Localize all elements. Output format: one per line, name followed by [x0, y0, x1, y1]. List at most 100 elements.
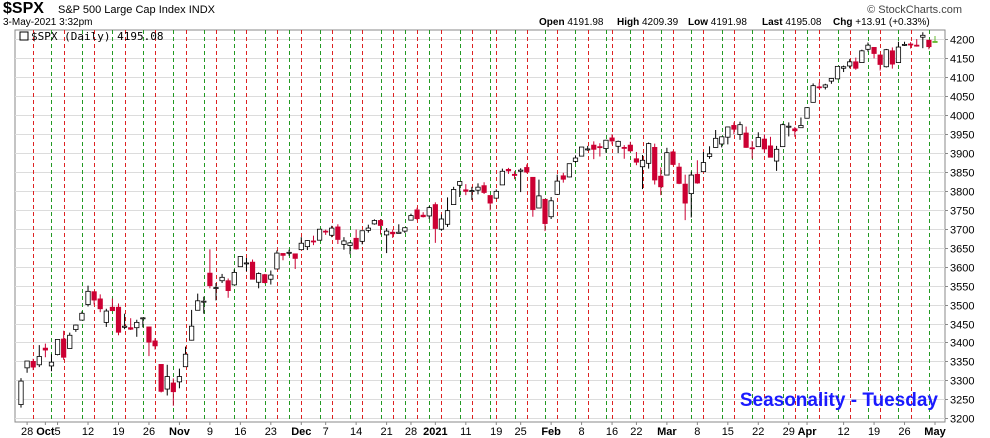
candle-body	[603, 139, 609, 149]
candle-body	[414, 209, 420, 220]
brand-watermark: © StockCharts.com	[867, 4, 962, 16]
candle-body	[164, 376, 170, 390]
candle-body	[30, 361, 36, 368]
timestamp: 3-May-2021 3:32pm	[3, 17, 93, 28]
candle-body	[481, 185, 487, 193]
candle-body	[560, 175, 566, 180]
candle-body	[42, 347, 48, 351]
y-tick-label: 4050	[950, 92, 974, 104]
y-tick-label: 3300	[950, 376, 974, 388]
candle-body	[329, 227, 335, 236]
x-tick-label: Feb	[541, 426, 561, 438]
candle-body	[268, 274, 274, 280]
last-value: 4195.08	[785, 17, 822, 28]
candle-body	[853, 61, 859, 69]
candle-body	[883, 49, 889, 68]
candle-body	[262, 274, 268, 284]
candle-body	[274, 252, 280, 270]
candle-body	[292, 253, 298, 259]
candle-body	[347, 242, 353, 246]
symbol-description: S&P 500 Large Cap Index INDX	[58, 4, 215, 16]
candle-body	[280, 253, 286, 256]
candle-body	[432, 204, 438, 229]
candle-body	[176, 376, 183, 383]
candle-body	[847, 61, 853, 67]
candle-body	[798, 125, 804, 129]
candle-body	[341, 240, 347, 245]
candle-body	[487, 195, 493, 204]
candle-body	[67, 334, 73, 349]
candle-body	[304, 240, 310, 248]
legend-label: $SPX (Daily) 4195.08	[31, 30, 163, 43]
candle-body	[134, 321, 140, 329]
candle-body	[773, 148, 780, 162]
candle-body	[48, 361, 55, 367]
candle-body	[877, 54, 883, 65]
candle-body	[914, 44, 920, 47]
open-label: Open	[539, 17, 565, 28]
candle-body	[219, 276, 225, 282]
low-label: Low	[688, 17, 708, 28]
candle-body	[920, 34, 926, 38]
candle-body	[871, 47, 877, 54]
candle-body	[54, 339, 61, 355]
candle-body	[128, 327, 134, 330]
candle-body	[402, 227, 408, 232]
candle-body	[201, 300, 207, 303]
candle-body	[298, 242, 304, 251]
candle-body	[207, 272, 213, 287]
candle-body	[152, 340, 158, 347]
candle-body	[396, 231, 402, 234]
x-tick-label: 7	[323, 426, 329, 438]
plot-area	[14, 29, 946, 423]
x-tick-label: May	[924, 426, 946, 438]
candle-body	[310, 240, 317, 243]
candle-body	[371, 220, 378, 225]
candle-body	[572, 157, 579, 162]
candle-body	[24, 360, 30, 369]
candle-body	[499, 170, 505, 186]
candle-body	[18, 380, 24, 405]
candle-body	[810, 85, 816, 103]
last-label: Last	[762, 17, 783, 28]
y-tick-label: 4000	[950, 111, 974, 123]
candle-body	[420, 214, 426, 218]
seasonality-annotation: Seasonality - Tuesday	[740, 390, 939, 411]
candle-body	[548, 200, 554, 218]
candle-body	[895, 46, 902, 63]
x-tick-label: 9	[207, 426, 213, 438]
candle-body	[438, 218, 445, 230]
candle-body	[469, 190, 475, 192]
candle-body	[444, 210, 451, 225]
candle-body	[731, 125, 737, 130]
high-label: High	[617, 17, 640, 28]
y-tick-label: 3400	[950, 338, 974, 350]
x-tick-label: 28	[405, 426, 417, 438]
x-tick-label: 28	[21, 426, 33, 438]
candle-body	[91, 291, 97, 301]
y-tick-label: 3600	[950, 263, 974, 275]
candle-body	[706, 153, 713, 157]
x-tick-label: 8	[694, 426, 700, 438]
candle-body	[140, 317, 146, 320]
candle-body	[61, 338, 67, 358]
y-tick-label: 3850	[950, 168, 974, 180]
x-tick-label: Apr	[798, 426, 818, 438]
candle-body	[158, 364, 164, 392]
candle-body	[237, 256, 243, 268]
candle-body	[755, 137, 761, 148]
candle-body	[719, 136, 725, 145]
candle-body	[408, 215, 414, 221]
x-tick-label: 26	[143, 426, 155, 438]
x-tick-label: Nov	[169, 426, 191, 438]
x-tick-label: 22	[752, 426, 764, 438]
high-value: 4209.39	[642, 17, 679, 28]
x-tick-label: 12	[837, 426, 849, 438]
candle-body	[749, 147, 755, 150]
y-tick-label: 3450	[950, 320, 974, 332]
candle-body	[725, 126, 731, 138]
x-tick-label: 19	[490, 426, 502, 438]
x-tick-label: 16	[234, 426, 246, 438]
x-tick-label: 25	[515, 426, 527, 438]
